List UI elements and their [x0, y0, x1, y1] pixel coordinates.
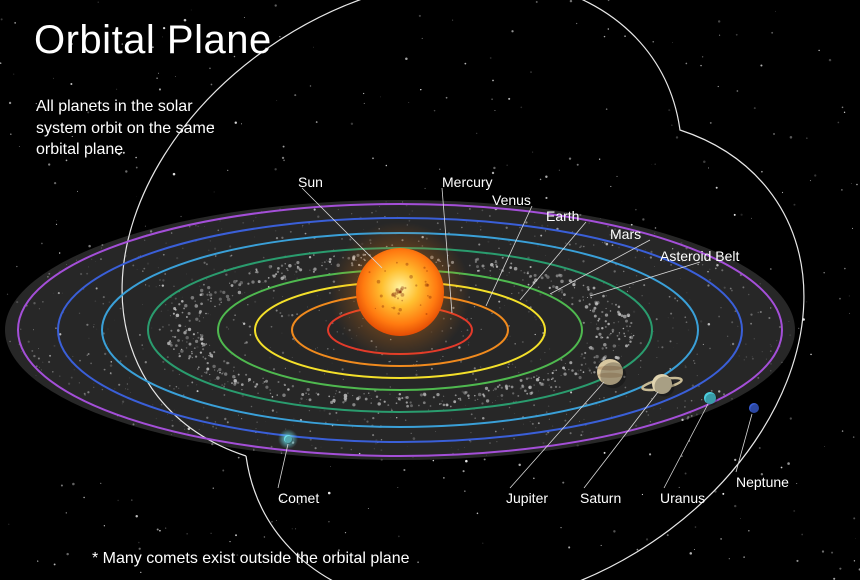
- subtitle-text: All planets in the solar system orbit on…: [36, 96, 236, 161]
- label-uranus: Uranus: [660, 490, 705, 506]
- body-neptune: [749, 403, 760, 414]
- label-venus: Venus: [492, 192, 531, 208]
- label-mars: Mars: [610, 226, 641, 242]
- diagram-scene: [0, 0, 860, 580]
- label-jupiter: Jupiter: [506, 490, 548, 506]
- page-title: Orbital Plane: [34, 18, 272, 63]
- leader-neptune: [736, 414, 752, 472]
- footnote-text: * Many comets exist outside the orbital …: [92, 550, 410, 568]
- body-comet: [278, 429, 298, 449]
- label-saturn: Saturn: [580, 490, 621, 506]
- label-asteroid-belt: Asteroid Belt: [660, 248, 739, 264]
- label-sun: Sun: [298, 174, 323, 190]
- label-earth: Earth: [546, 208, 579, 224]
- label-comet: Comet: [278, 490, 319, 506]
- label-mercury: Mercury: [442, 174, 493, 190]
- label-neptune: Neptune: [736, 474, 789, 490]
